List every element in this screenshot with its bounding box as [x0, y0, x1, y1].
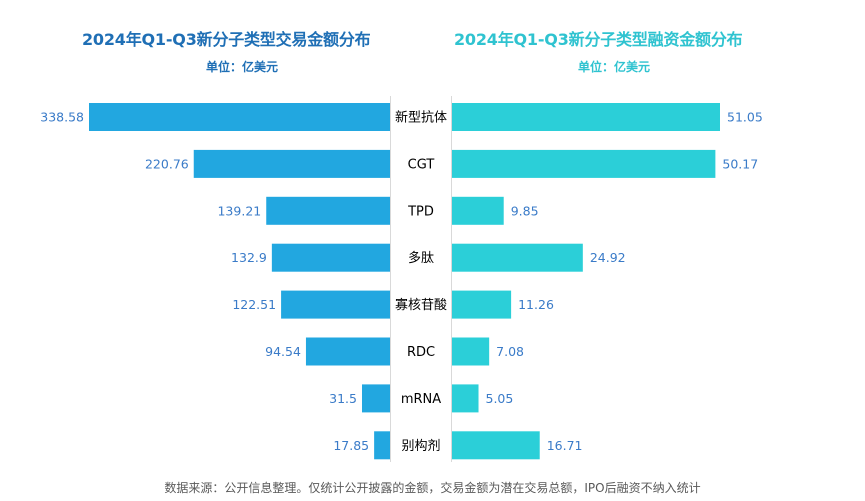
right-value-label-7: 16.71	[547, 438, 583, 453]
right-unit-label: 单位：亿美元	[578, 60, 651, 74]
right-bar-1	[452, 149, 716, 178]
left-value-label-1: 220.76	[145, 156, 189, 171]
source-note: 数据来源：公开信息整理。仅统计公开披露的金额，交易金额为潜在交易总额，IPO后融…	[164, 481, 701, 495]
right-bar-0	[452, 103, 720, 131]
right-bar-4	[452, 290, 512, 319]
right-bar-2	[452, 196, 504, 225]
left-value-label-7: 17.85	[333, 438, 369, 453]
category-label-6: mRNA	[401, 392, 441, 407]
right-value-label-3: 24.92	[590, 250, 626, 265]
right-value-label-2: 9.85	[511, 203, 539, 218]
right-value-label-5: 7.08	[496, 344, 524, 359]
left-unit-label: 单位：亿美元	[206, 60, 279, 74]
right-value-label-0: 51.05	[727, 110, 763, 125]
right-bar-3	[452, 243, 583, 272]
left-value-label-0: 338.58	[40, 110, 84, 125]
left-value-label-2: 139.21	[217, 203, 261, 218]
right-value-label-1: 50.17	[722, 156, 758, 171]
right-chart-title: 2024年Q1-Q3新分子类型融资金额分布	[454, 30, 743, 49]
category-label-0: 新型抗体	[395, 110, 447, 126]
category-label-4: 寡核苷酸	[395, 297, 447, 313]
left-bar-4	[281, 290, 390, 319]
category-label-7: 别构剂	[401, 439, 440, 454]
left-bar-1	[193, 149, 390, 178]
right-bar-5	[452, 337, 490, 366]
right-value-label-6: 5.05	[486, 391, 514, 406]
left-value-label-6: 31.5	[329, 391, 357, 406]
category-label-3: 多肽	[408, 250, 434, 266]
left-bar-5	[305, 337, 390, 366]
category-label-1: CGT	[408, 157, 435, 172]
right-bar-7	[452, 431, 540, 460]
left-bar-7	[374, 431, 390, 460]
category-label-5: RDC	[407, 345, 435, 360]
left-bar-3	[271, 243, 390, 272]
left-bar-0	[89, 103, 390, 131]
left-value-label-3: 132.9	[231, 250, 267, 265]
right-value-label-4: 11.26	[518, 297, 554, 312]
left-value-label-4: 122.51	[232, 297, 276, 312]
left-chart-title: 2024年Q1-Q3新分子类型交易金额分布	[82, 30, 371, 49]
left-value-label-5: 94.54	[265, 344, 301, 359]
left-bar-2	[266, 196, 390, 225]
left-bar-6	[361, 384, 390, 413]
category-label-2: TPD	[407, 204, 434, 219]
right-bar-6	[452, 384, 479, 413]
